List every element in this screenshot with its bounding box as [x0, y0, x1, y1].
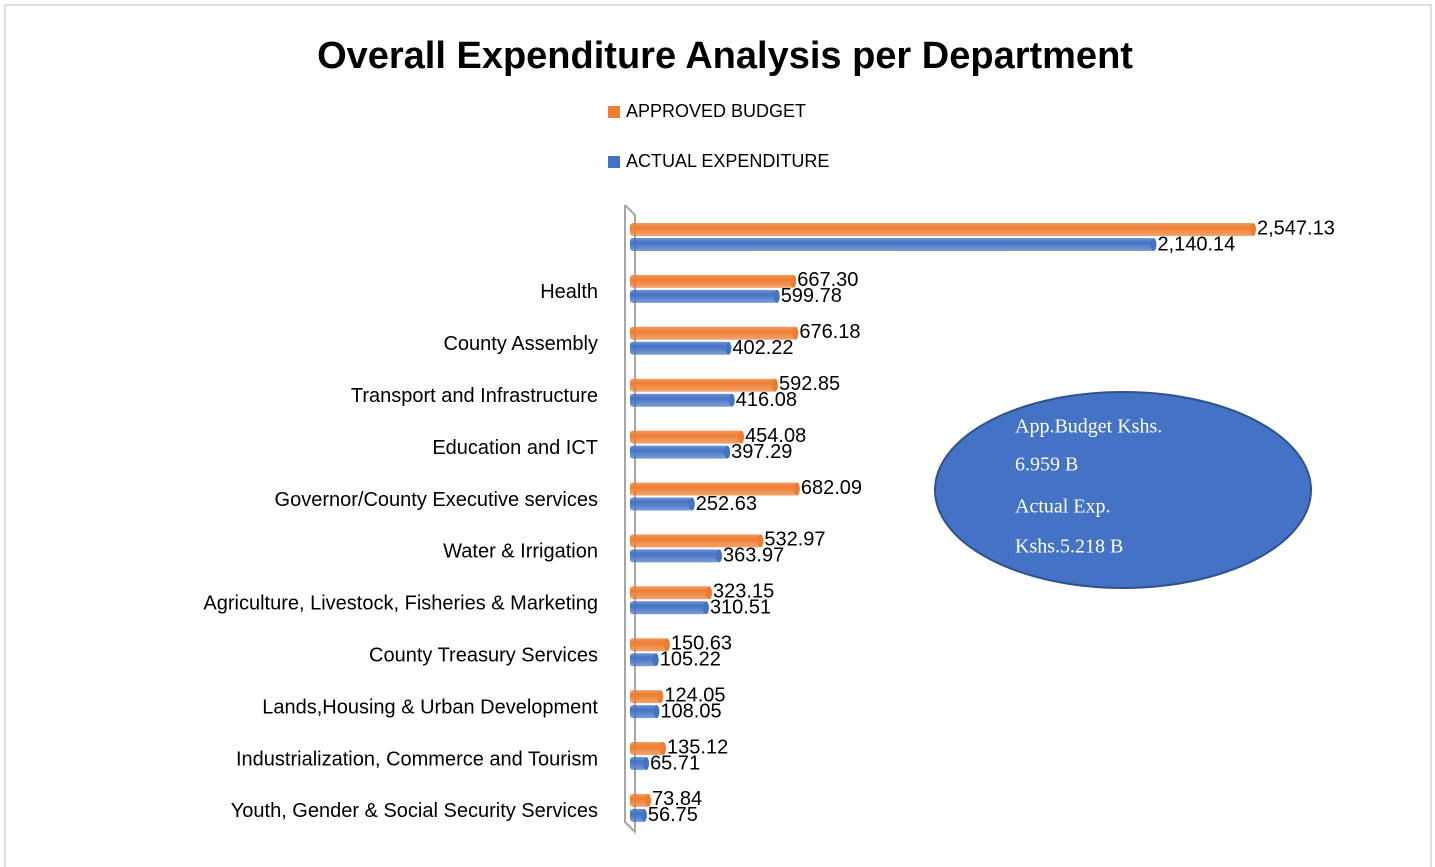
annotation-text: App.Budget Kshs. [1015, 416, 1162, 438]
bar [630, 808, 644, 822]
data-label: 397.29 [731, 441, 792, 463]
bar-cap [657, 690, 664, 704]
bar-cap [653, 705, 660, 719]
bar-cap [772, 378, 779, 392]
data-label: 667.30 [797, 269, 858, 291]
chart-title: Overall Expenditure Analysis per Departm… [317, 35, 1133, 77]
bar-cap [645, 793, 652, 807]
annotation-text: Actual Exp. [1015, 496, 1111, 518]
data-label: 592.85 [779, 373, 840, 395]
data-label: 124.05 [664, 684, 725, 706]
category-label: Lands,Housing & Urban Development [262, 696, 598, 718]
bar [630, 497, 692, 511]
bar [630, 445, 728, 459]
data-label: 454.08 [745, 425, 806, 447]
bar [630, 378, 776, 392]
bar-cap [728, 393, 735, 407]
bar-cap [652, 653, 659, 667]
data-label: 416.08 [736, 389, 797, 411]
bar [630, 705, 657, 719]
bar-cap [792, 326, 799, 340]
bar-cap [1250, 223, 1256, 236]
data-label: 323.15 [713, 581, 774, 603]
bar [630, 601, 706, 615]
bar [630, 638, 667, 652]
annotation-text: Kshs.5.218 B [1015, 536, 1123, 558]
bar [630, 586, 710, 600]
data-label: 73.84 [652, 788, 702, 810]
bar-cap [643, 757, 650, 770]
bar [630, 690, 661, 704]
bar-cap [1150, 238, 1157, 251]
bar [630, 549, 720, 563]
data-label: 402.22 [732, 337, 793, 359]
bar-cap [706, 586, 713, 600]
bar [630, 793, 649, 807]
bar-cap [688, 497, 695, 511]
bar [630, 238, 1154, 251]
bar [630, 757, 647, 770]
bar [630, 223, 1253, 236]
data-label: 310.51 [710, 597, 771, 619]
bar-cap [716, 549, 723, 563]
axis-wall [624, 204, 636, 835]
bar-cap [738, 430, 745, 444]
annotation-ellipse [934, 391, 1312, 589]
bar [630, 482, 797, 496]
category-label: County Assembly [443, 333, 598, 355]
bar-cap [790, 274, 797, 288]
data-label: 56.75 [648, 804, 698, 826]
bar [630, 653, 656, 667]
data-label: 682.09 [801, 477, 862, 499]
data-label: 2,140.14 [1157, 233, 1235, 255]
bar [630, 274, 794, 288]
category-label: Youth, Gender & Social Security Services [231, 800, 598, 822]
bar-cap [724, 445, 731, 459]
annotation-text: 6.959 B [1015, 454, 1078, 476]
category-label: Transport and Infrastructure [351, 385, 598, 407]
bar [630, 742, 664, 755]
legend-label: ACTUAL EXPENDITURE [626, 151, 829, 171]
data-label: 105.22 [660, 648, 721, 670]
legend-label: APPROVED BUDGET [626, 101, 806, 121]
bar-cap [640, 808, 647, 822]
bar [630, 289, 777, 303]
category-label: Industrialization, Commerce and Tourism [236, 748, 598, 770]
category-label: Governor/County Executive services [275, 489, 598, 511]
data-label: 2,547.13 [1257, 217, 1335, 239]
bar [630, 341, 729, 355]
data-label: 252.63 [696, 493, 757, 515]
category-label: County Treasury Services [369, 644, 598, 666]
category-label: Water & Irrigation [443, 541, 598, 563]
bar-cap [757, 534, 764, 548]
bar-cap [793, 482, 800, 496]
bar-cap [663, 638, 670, 652]
data-label: 532.97 [764, 529, 825, 551]
category-label: Education and ICT [432, 437, 598, 459]
bar [630, 430, 742, 444]
data-label: 150.63 [671, 632, 732, 654]
data-label: 676.18 [799, 321, 860, 343]
bar-cap [702, 601, 709, 615]
legend-swatch [608, 106, 620, 118]
category-label: Agriculture, Livestock, Fisheries & Mark… [203, 593, 598, 615]
data-label: 599.78 [781, 285, 842, 307]
bar-cap [773, 289, 780, 303]
bar [630, 326, 796, 340]
data-label: 108.05 [660, 700, 721, 722]
bar [630, 534, 761, 548]
data-label: 363.97 [723, 545, 784, 567]
legend-swatch [608, 156, 620, 168]
bar-cap [660, 742, 667, 755]
bar [630, 393, 732, 407]
data-label: 65.71 [650, 752, 700, 774]
category-label: Health [540, 281, 598, 303]
bar-cap [725, 341, 732, 355]
data-label: 135.12 [667, 736, 728, 758]
